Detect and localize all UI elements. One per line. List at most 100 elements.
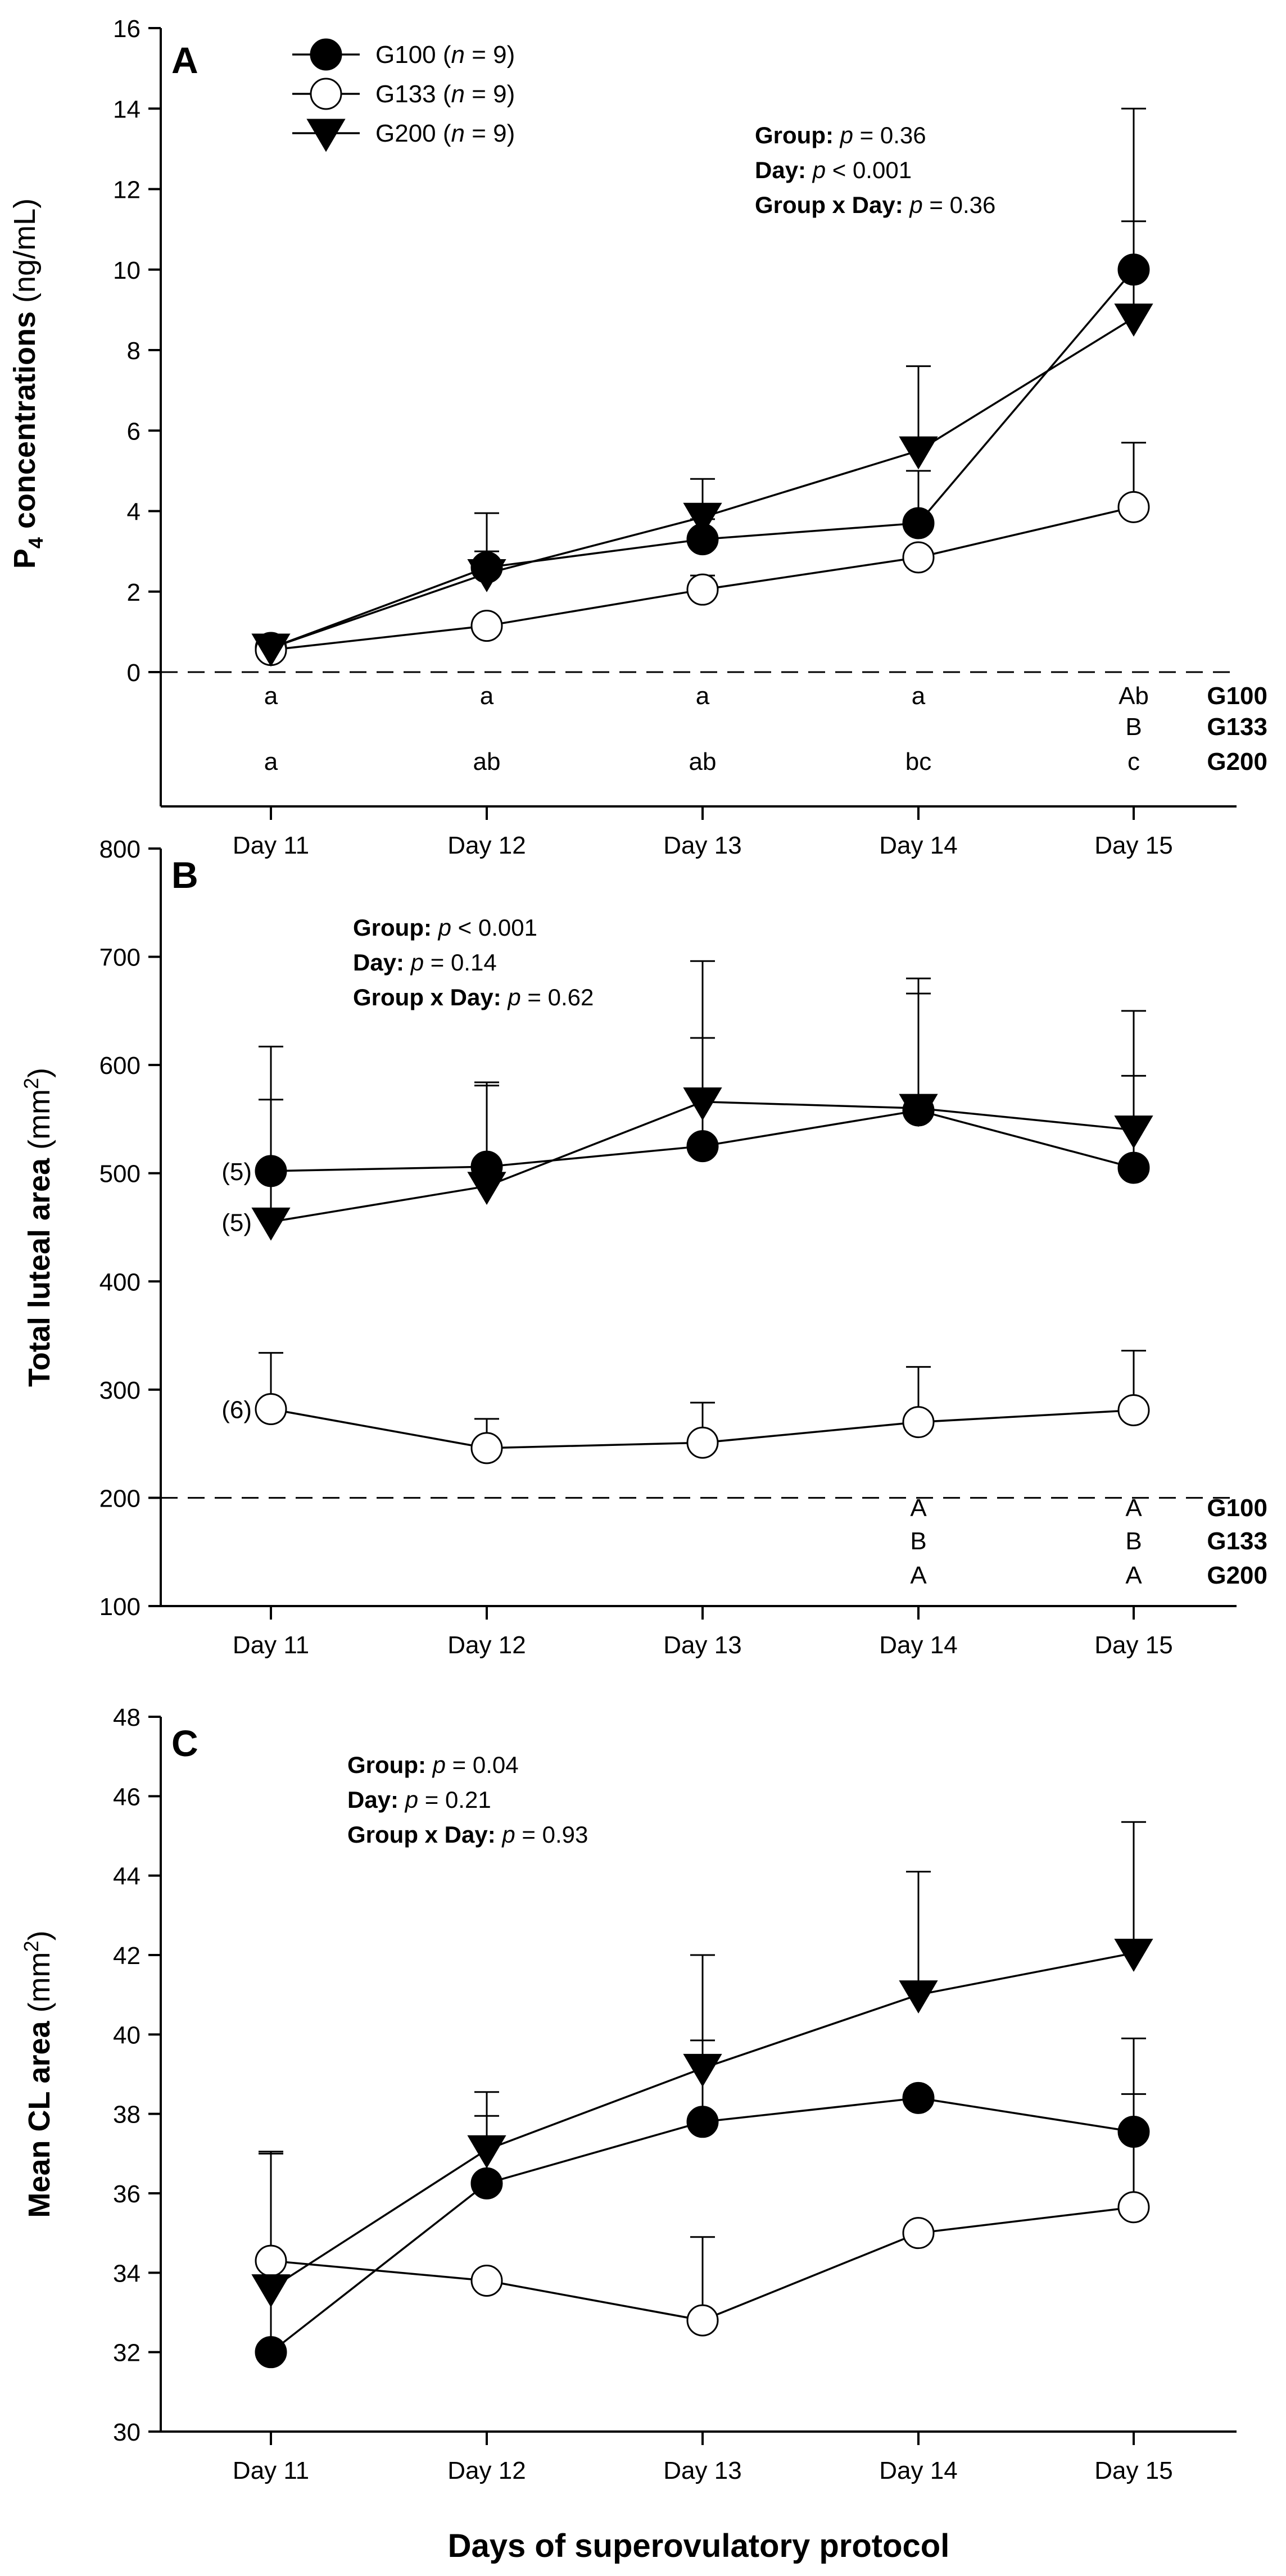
n-label: (6)	[221, 1396, 252, 1424]
legend-label-n: n	[451, 80, 465, 108]
letter-label: A	[910, 1494, 927, 1522]
stat-space	[806, 157, 813, 183]
y-tick-label: 100	[99, 1593, 141, 1621]
stat-value: = 0.62	[521, 984, 594, 1010]
point-g133	[902, 541, 935, 574]
y-axis-title-main: P	[8, 548, 42, 569]
point-g200	[467, 559, 506, 592]
point-g133	[686, 1426, 719, 1459]
legend-marker-g200	[306, 119, 346, 152]
stat-label: Group:	[353, 914, 432, 941]
stat-label: Group x Day:	[353, 984, 501, 1010]
point-g133	[470, 610, 503, 642]
y-tick-label: 30	[113, 2419, 141, 2446]
error-bars-g200	[259, 960, 1146, 1222]
stat-p: p	[410, 949, 424, 976]
stat-space	[399, 1786, 405, 1813]
group-label: G100	[1207, 1494, 1267, 1522]
y-tick-label: 700	[99, 944, 141, 972]
y-axis-unit-sup: 2	[20, 1940, 43, 1952]
group-label: G200	[1207, 1562, 1267, 1589]
y-tick-label: 400	[99, 1268, 141, 1296]
y-axis-unit: (ng/mL)	[8, 198, 42, 311]
point-g200	[467, 1172, 506, 1205]
point-g133	[902, 1406, 935, 1439]
point-g100	[686, 1130, 719, 1163]
stat-label: Group:	[347, 1752, 426, 1778]
legend-label-rest: = 9)	[465, 120, 515, 147]
stat-p: p	[501, 1821, 515, 1848]
y-tick-label: 800	[99, 836, 141, 863]
point-g133	[686, 573, 719, 606]
stat-value: = 0.36	[853, 122, 926, 148]
letter-label: B	[910, 1527, 926, 1555]
y-tick-label: 48	[113, 1704, 141, 1731]
point-g200	[1114, 1115, 1153, 1149]
y-axis-title-main: Mean CL area	[22, 2020, 56, 2217]
y-tick-label: 40	[113, 2021, 141, 2049]
stat-space	[834, 122, 840, 148]
point-g133	[1117, 2191, 1150, 2224]
x-tick-label: Day 13	[663, 2457, 741, 2484]
point-g200	[1114, 1938, 1153, 1972]
letter-label: a	[264, 748, 278, 775]
point-g133	[255, 1393, 287, 1426]
stat-p: p	[506, 984, 520, 1010]
y-tick-label: 500	[99, 1160, 141, 1188]
point-g200	[1114, 303, 1153, 337]
y-tick-label: 42	[113, 1942, 141, 1970]
letters-group: A A G100 B B G133 A A G200	[910, 1494, 1267, 1589]
y-tick-label: 6	[127, 418, 141, 445]
y-axis-unit-close: )	[22, 1930, 56, 1940]
letter-label: ab	[473, 748, 501, 775]
stat-value: = 0.21	[418, 1786, 491, 1813]
panel-letter: A	[171, 39, 198, 81]
y-tick-label: 10	[113, 257, 141, 284]
stat-line: Group: p = 0.36	[755, 122, 926, 148]
point-g133	[255, 2244, 287, 2277]
series-group	[251, 107, 1153, 667]
series-group	[251, 960, 1153, 1464]
x-tick-label: Day 15	[1094, 1631, 1172, 1659]
letter-label: c	[1127, 748, 1140, 775]
x-tick-label: Day 12	[447, 2457, 526, 2484]
letter-label: a	[912, 682, 926, 710]
x-tick-label: Day 11	[233, 832, 309, 859]
point-g200	[251, 2274, 291, 2307]
y-tick-label: 2	[127, 579, 141, 606]
y-axis-unit: (mm	[22, 1952, 56, 2021]
y-tick-label: 34	[113, 2260, 141, 2287]
n-label: (5)	[221, 1209, 252, 1236]
point-g133	[470, 1432, 503, 1464]
y-axis-unit-close: )	[22, 1068, 56, 1078]
error-bars-g133	[690, 2093, 1146, 2321]
letter-label: a	[480, 682, 494, 710]
y-tick-label: 8	[127, 337, 141, 365]
x-tick-label: Day 14	[879, 2457, 957, 2484]
n-label: (5)	[221, 1158, 252, 1186]
panel-letter: B	[171, 854, 198, 896]
stat-space	[432, 914, 438, 941]
stat-label: Day:	[353, 949, 404, 976]
legend-label-n: n	[451, 120, 465, 147]
y-tick-label: 12	[113, 176, 141, 204]
stat-space	[426, 1752, 433, 1778]
y-axis-title-sub: 4	[24, 537, 47, 548]
x-tick-label: Day 12	[447, 832, 526, 859]
point-g133	[1117, 1394, 1150, 1426]
stat-value: < 0.001	[451, 914, 537, 941]
stat-p: p	[812, 157, 826, 183]
x-tick-label: Day 14	[879, 1631, 957, 1659]
panel-b: 100 200 300 400 500 600 700 800 Day 11 Day 12 Day …	[20, 836, 1267, 1659]
legend-label-main: G100 (	[375, 41, 451, 69]
stat-p: p	[908, 192, 922, 218]
y-axis-unit: (mm	[22, 1089, 56, 1158]
point-g133	[1117, 491, 1150, 523]
letter-label: Ab	[1119, 682, 1149, 710]
point-g200	[683, 502, 722, 536]
legend-label-n: n	[451, 41, 465, 69]
stat-space	[496, 1821, 502, 1848]
panel-c: 30 32 34 36 38 40 42 44 46 48 Day 11 Day 12 Day 13 Da…	[20, 1704, 1237, 2484]
point-g200	[251, 633, 291, 667]
